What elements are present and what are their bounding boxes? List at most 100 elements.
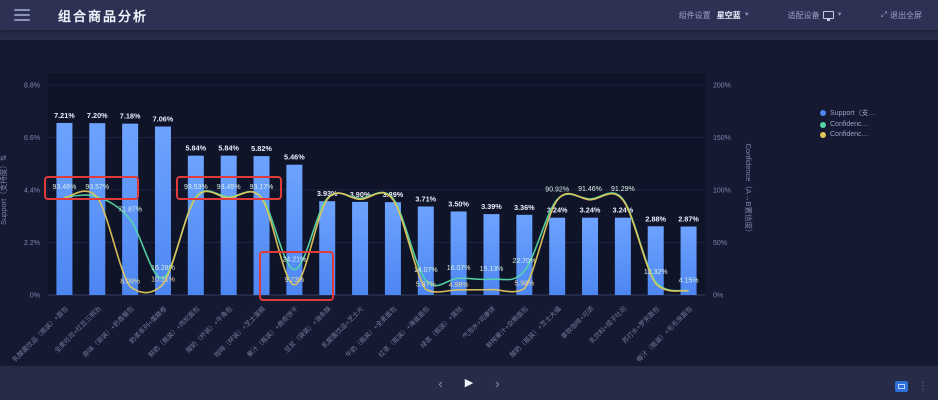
left-axis-tick: 0%	[30, 293, 40, 300]
bar-value-label: 3.39%	[481, 202, 502, 211]
confidence-ab-line-label: 93.17%	[250, 184, 274, 191]
x-axis-category-label: 拿铁咖啡+可颂	[559, 304, 596, 341]
right-axis-title: Confidence（A→B置信度）	[744, 144, 754, 237]
component-settings-button[interactable]: 组件设置	[678, 10, 711, 20]
confidence-ba-line-label: 4.98%	[449, 282, 469, 289]
confidence-ab-line-label: 91.29%	[611, 186, 635, 193]
confidence-ab-line-label: 16.07%	[447, 265, 471, 272]
confidence-ab-line-label: 4.15%	[679, 278, 699, 285]
corner-tools: ⋮	[895, 381, 928, 392]
support-bar[interactable]	[319, 201, 336, 295]
x-axis-category-label: 椰汁（瓶装）+毛毛虫面包	[634, 304, 694, 364]
bar-value-label: 3.50%	[448, 199, 469, 208]
confidence-ab-line-label: 22.70%	[512, 258, 536, 265]
support-bar[interactable]	[56, 122, 73, 296]
support-bar[interactable]	[154, 126, 171, 295]
confidence-ab-line-label: 16.28%	[151, 265, 175, 272]
confidence-ba-line[interactable]	[64, 190, 689, 294]
confidence-ab-line-label: 71.87%	[118, 207, 142, 214]
bar-value-label: 3.71%	[415, 194, 436, 203]
chart-legend: Support（支… Confidenc… Confidenc…	[820, 108, 932, 138]
page-title: 组合商品分析	[58, 8, 149, 24]
device-adapt-selector[interactable]: 适配设备 ▼	[787, 10, 843, 21]
plot-background	[48, 73, 705, 295]
bar-value-label: 3.24%	[613, 206, 634, 215]
left-axis-tick: 4.4%	[24, 188, 40, 195]
x-axis-category-label: 乳酸菌饮品（瓶装）+面包	[10, 304, 70, 364]
right-axis-tick: 200%	[713, 83, 731, 90]
next-page-arrow[interactable]: ›	[495, 375, 500, 391]
confidence-ba-line-label: 5.98%	[514, 281, 534, 288]
confidence-ab-line-label: 90.92%	[545, 187, 569, 194]
top-header: 组合商品分析 组件设置 星空蓝 ▼ 适配设备 ▼ ⤢ 退出全屏	[0, 0, 938, 30]
right-axis-tick: 150%	[713, 135, 731, 142]
x-axis-category-label: 气泡水+司康饼	[460, 304, 497, 341]
support-bar[interactable]	[352, 201, 369, 295]
confidence-ab-line-label: 93.57%	[85, 184, 109, 191]
confidence-ba-line-label: 10.21%	[151, 276, 175, 283]
fullscreen-icon[interactable]	[895, 381, 908, 392]
bar-value-label: 7.21%	[54, 111, 75, 120]
bar-value-label: 5.46%	[284, 153, 305, 162]
confidence-ab-line-label: 15.13%	[480, 266, 504, 273]
x-axis-category-label: 原味（袋装）+奶香餐包	[81, 304, 136, 359]
bar-value-label: 3.93%	[317, 189, 338, 198]
highlight-box	[44, 176, 139, 200]
prev-page-arrow[interactable]: ‹	[438, 375, 443, 391]
legend-item-2[interactable]: Confidenc…	[820, 131, 932, 138]
support-bar[interactable]	[483, 214, 500, 295]
support-bar[interactable]	[253, 156, 270, 295]
confidence-ab-line-label: 14.07%	[414, 267, 438, 274]
more-options-icon[interactable]: ⋮	[918, 381, 928, 392]
left-axis-tick: 2.2%	[24, 240, 40, 247]
support-bar[interactable]	[384, 202, 401, 295]
support-bar[interactable]	[680, 226, 697, 295]
support-bar[interactable]	[220, 155, 237, 295]
bar-value-label: 7.20%	[87, 111, 108, 120]
bar-value-label: 3.89%	[383, 190, 404, 199]
support-bar[interactable]	[89, 123, 106, 295]
support-bar[interactable]	[450, 211, 467, 295]
support-bar[interactable]	[187, 155, 204, 295]
right-axis-tick: 50%	[713, 240, 727, 247]
chevron-down-icon: ▼	[743, 12, 750, 18]
support-bar[interactable]	[614, 217, 631, 295]
support-bar[interactable]	[122, 123, 139, 295]
bar-value-label: 2.88%	[645, 214, 666, 223]
bar-value-label: 3.90%	[350, 190, 371, 199]
bar-value-label: 3.24%	[547, 206, 568, 215]
confidence-ba-line-label: 5.37%	[416, 281, 436, 288]
header-toolbar: 组件设置 星空蓝 ▼ 适配设备 ▼ ⤢ 退出全屏	[679, 10, 922, 21]
bar-value-label: 5.84%	[218, 144, 239, 153]
legend-item-0[interactable]: Support（支…	[820, 108, 932, 118]
combo-analysis-chart-panel: 8.8% 200% 6.6% 150% 4.4% 100% 2.2% 50% 0% 0% Suppo…	[0, 40, 938, 366]
confidence-ab-line-label: 93.53%	[184, 184, 208, 191]
left-axis-title: Support（支持度）⇅	[0, 154, 8, 225]
right-axis-tick: 0%	[713, 293, 723, 300]
confidence-ab-line-label: 93.46%	[53, 184, 77, 191]
legend-marker	[820, 121, 826, 128]
x-axis-category-label: 酸奶（瓶装）+芝士大福	[508, 304, 563, 359]
x-axis-category-label: 红茶（瓶装）+海盐面包	[376, 304, 431, 359]
play-button[interactable]: ▶	[464, 376, 474, 389]
carousel-controls: ‹ ▶ ›	[0, 366, 938, 400]
legend-marker	[820, 110, 826, 116]
exit-fullscreen-button[interactable]: ⤢ 退出全屏	[880, 10, 922, 20]
confidence-ab-line-label: 93.45%	[217, 184, 241, 191]
bar-value-label: 5.82%	[251, 144, 272, 153]
left-axis-tick: 6.6%	[24, 135, 40, 142]
combo-analysis-chart[interactable]: 8.8% 200% 6.6% 150% 4.4% 100% 2.2% 50% 0% 0% Suppo…	[0, 40, 938, 366]
confidence-ab-line-label: 91.46%	[578, 186, 602, 193]
legend-item-1[interactable]: Confidenc…	[820, 121, 932, 128]
chevron-down-icon: ▼	[836, 12, 843, 18]
bar-value-label: 2.87%	[678, 215, 699, 224]
menu-icon[interactable]	[14, 6, 30, 24]
confidence-ab-line-label: 12.32%	[644, 269, 668, 276]
support-bar[interactable]	[549, 217, 566, 295]
support-bar[interactable]	[582, 217, 599, 295]
monitor-icon	[822, 11, 834, 21]
support-bar[interactable]	[286, 164, 303, 295]
theme-selector[interactable]: 星空蓝 ▼	[716, 10, 750, 20]
left-axis-tick: 8.8%	[24, 83, 40, 90]
confidence-ba-line-label: 9.73%	[284, 277, 304, 284]
